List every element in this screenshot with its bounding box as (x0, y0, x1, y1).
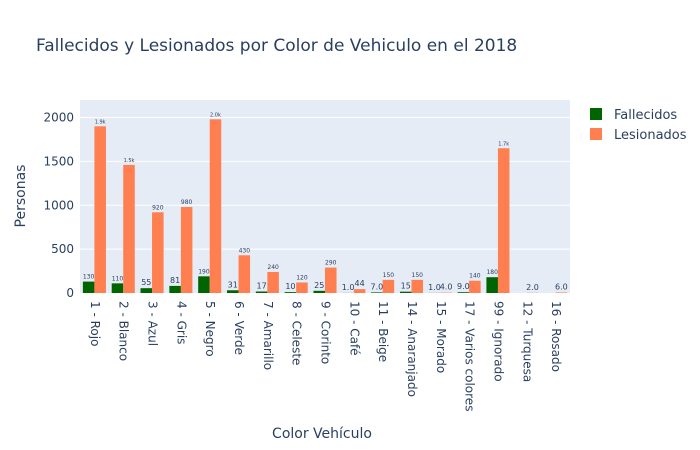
data-label: 31 (228, 280, 238, 289)
bar-lesionados[interactable] (555, 292, 568, 293)
data-label: 44 (354, 279, 364, 288)
bar-lesionados[interactable] (180, 207, 193, 293)
x-tick-label: 99 - Ignorado (491, 301, 505, 382)
data-label: 81 (170, 276, 180, 285)
legend-label[interactable]: Lesionados (614, 128, 687, 143)
y-tick-label: 1500 (43, 154, 74, 168)
bar-fallecidos[interactable] (82, 281, 95, 293)
data-label: 240 (267, 264, 279, 271)
data-labels: 130 1.9k 110 1.5k 55 920 81 980 190 2.0k 31 430 17 24… (83, 112, 568, 292)
bar-lesionados[interactable] (238, 255, 251, 293)
data-label: 17 (256, 282, 266, 291)
data-label: 430 (239, 247, 251, 254)
data-label: 4.0 (440, 283, 453, 292)
data-label: 2.0k (210, 112, 221, 118)
x-tick-label: 3 - Azul (146, 301, 160, 346)
bar-fallecidos[interactable] (284, 292, 297, 293)
data-label: 6.0 (555, 282, 568, 291)
x-tick-label: 17 - Varios colores (463, 301, 477, 411)
bar-lesionados[interactable] (497, 148, 510, 293)
y-tick-label: 0 (66, 286, 74, 300)
y-axis-ticks: 0 500 1000 1500 2000 (43, 111, 74, 300)
y-tick-label: 500 (51, 242, 74, 256)
x-tick-label: 10 - Café (347, 301, 361, 356)
data-label: 190 (198, 268, 210, 275)
x-tick-label: 11 - Beige (376, 301, 390, 362)
y-tick-label: 2000 (43, 111, 74, 125)
data-label: 1.7k (498, 141, 509, 147)
data-label: 120 (296, 274, 308, 281)
x-tick-label: 6 - Verde (232, 301, 246, 355)
x-tick-label: 16 - Rosado (549, 301, 563, 372)
x-tick-label: 8 - Celeste (290, 301, 304, 365)
data-label: 55 (141, 278, 151, 287)
legend-label[interactable]: Fallecidos (614, 108, 677, 123)
data-label: 110 (112, 275, 124, 282)
data-label: 1.0 (342, 283, 355, 292)
bar-lesionados[interactable] (94, 126, 106, 294)
data-label: 25 (314, 281, 324, 290)
bar-fallecidos[interactable] (255, 291, 268, 293)
data-label: 920 (152, 204, 164, 211)
legend-swatch[interactable] (590, 128, 602, 140)
bar-fallecidos[interactable] (399, 291, 412, 293)
data-label: 9.0 (457, 282, 470, 291)
bar-lesionados[interactable] (296, 282, 308, 293)
bar-lesionados[interactable] (411, 279, 423, 293)
x-tick-label: 7 - Amarillo (261, 301, 275, 370)
data-label: 7.0 (371, 282, 384, 291)
data-label: 980 (181, 199, 193, 206)
x-tick-label: 5 - Negro (203, 301, 217, 357)
bar-fallecidos[interactable] (313, 290, 325, 293)
bar-lesionados[interactable] (325, 267, 337, 293)
bars (82, 119, 568, 294)
chart-title: Fallecidos y Lesionados por Color de Veh… (36, 36, 517, 56)
x-tick-label: 15 - Morado (434, 301, 448, 373)
x-tick-label: 2 - Blanco (117, 301, 131, 361)
y-tick-label: 1000 (43, 198, 74, 212)
bar-lesionados[interactable] (209, 119, 222, 293)
x-tick-label: 9 - Corinto (319, 301, 333, 364)
bar-lesionados[interactable] (267, 271, 279, 293)
x-tick-label: 4 - Gris (174, 301, 188, 344)
x-tick-label: 12 - Turquesa (520, 301, 534, 382)
bar-lesionados[interactable] (123, 164, 135, 293)
bar-lesionados[interactable] (152, 212, 164, 293)
bar-fallecidos[interactable] (457, 292, 470, 293)
data-label: 130 (83, 274, 95, 281)
bar-lesionados[interactable] (382, 279, 395, 293)
data-label: 150 (383, 272, 395, 279)
bar-fallecidos[interactable] (111, 283, 124, 293)
data-label: 2.0 (526, 283, 539, 292)
bar-lesionados[interactable] (353, 289, 366, 293)
data-label: 150 (412, 272, 424, 279)
bar-fallecidos[interactable] (198, 276, 210, 293)
x-axis-ticks: 1 - Rojo 2 - Blanco 3 - Azul 4 - Gris 5 - Ne… (88, 301, 563, 411)
data-label: 290 (325, 260, 337, 267)
data-label: 1.5k (124, 158, 135, 164)
x-axis-title: Color Vehículo (272, 426, 372, 442)
x-tick-label: 1 - Rojo (88, 301, 102, 346)
bar-lesionados[interactable] (469, 280, 481, 293)
data-label: 10 (285, 282, 295, 291)
y-axis-title: Personas (13, 165, 29, 228)
data-label: 15 (401, 282, 411, 291)
x-tick-label: 14 - Anaranjado (405, 301, 419, 397)
data-label: 140 (469, 273, 481, 280)
bar-fallecidos[interactable] (140, 288, 153, 293)
bar-fallecidos[interactable] (371, 292, 383, 293)
legend[interactable]: Fallecidos Lesionados (590, 108, 687, 143)
legend-swatch[interactable] (590, 108, 602, 120)
bar-fallecidos[interactable] (169, 285, 181, 293)
data-label: 180 (486, 269, 498, 276)
data-label: 1.9k (95, 119, 106, 125)
data-label: 1.0 (428, 283, 441, 292)
bar-fallecidos[interactable] (486, 277, 498, 293)
bar-fallecidos[interactable] (227, 290, 239, 293)
